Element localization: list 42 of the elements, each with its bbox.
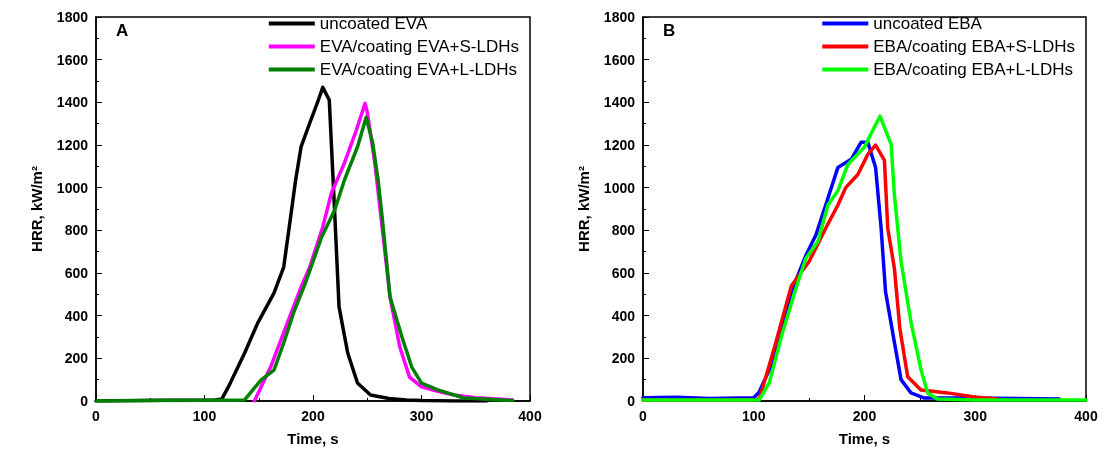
legend-label: EVA/coating EVA+L-LDHs — [319, 60, 518, 79]
x-tick-label: 100 — [742, 408, 766, 424]
x-tick-label: 400 — [1074, 408, 1098, 424]
x-tick-label: 100 — [192, 408, 217, 424]
y-tick-label: 600 — [611, 265, 636, 281]
x-tick-label: 300 — [963, 408, 988, 424]
y-tick-label: 800 — [611, 222, 636, 239]
legend-label: EBA/coating EBA+S-LDHs — [873, 37, 1075, 56]
y-axis-title: HRR, kW/m² — [575, 166, 592, 252]
y-tick-label: 1000 — [56, 179, 89, 196]
x-axis-title: Time, s — [838, 430, 891, 447]
legend-label: EVA/coating EVA+S-LDHs — [319, 37, 520, 56]
annotation: B — [663, 21, 676, 40]
y-tick-label: 1200 — [56, 137, 89, 153]
legend-label: EBA/coating EBA+L-LDHs — [873, 60, 1074, 79]
y-tick-label: 800 — [64, 222, 89, 239]
y-tick-label: 1400 — [56, 94, 89, 111]
x-tick-label: 300 — [409, 408, 434, 424]
y-tick-label: 0 — [627, 393, 636, 409]
y-tick-label: 400 — [611, 307, 636, 324]
legend-label: uncoated EBA — [873, 14, 983, 33]
annotation: A — [116, 21, 129, 40]
y-tick-label: 1600 — [56, 51, 89, 68]
x-tick-label: 0 — [639, 408, 648, 424]
y-tick-label: 1800 — [56, 9, 89, 25]
x-tick-label: 200 — [852, 408, 877, 424]
y-tick-label: 1200 — [603, 137, 636, 153]
y-tick-label: 200 — [64, 350, 89, 367]
y-tick-label: 0 — [80, 393, 89, 409]
x-tick-label: 400 — [518, 408, 542, 424]
y-tick-label: 1000 — [603, 179, 636, 196]
y-tick-label: 200 — [611, 350, 636, 367]
y-tick-label: 1800 — [603, 9, 636, 25]
y-tick-label: 1600 — [603, 51, 636, 68]
y-axis-title: HRR, kW/m² — [28, 166, 45, 252]
x-axis-title: Time, s — [287, 430, 339, 447]
legend-label: uncoated EVA — [319, 14, 428, 33]
y-tick-label: 600 — [64, 265, 89, 281]
y-tick-label: 1400 — [603, 94, 636, 111]
x-tick-label: 200 — [301, 408, 325, 424]
y-tick-label: 400 — [64, 307, 89, 324]
x-tick-label: 0 — [92, 408, 101, 424]
